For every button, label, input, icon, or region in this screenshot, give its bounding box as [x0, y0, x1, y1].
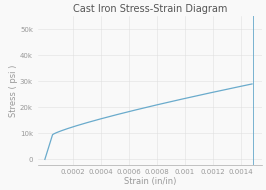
Title: Cast Iron Stress-Strain Diagram: Cast Iron Stress-Strain Diagram	[73, 4, 227, 14]
Y-axis label: Stress ( psi ): Stress ( psi )	[10, 64, 18, 117]
X-axis label: Strain (in/in): Strain (in/in)	[124, 177, 176, 186]
